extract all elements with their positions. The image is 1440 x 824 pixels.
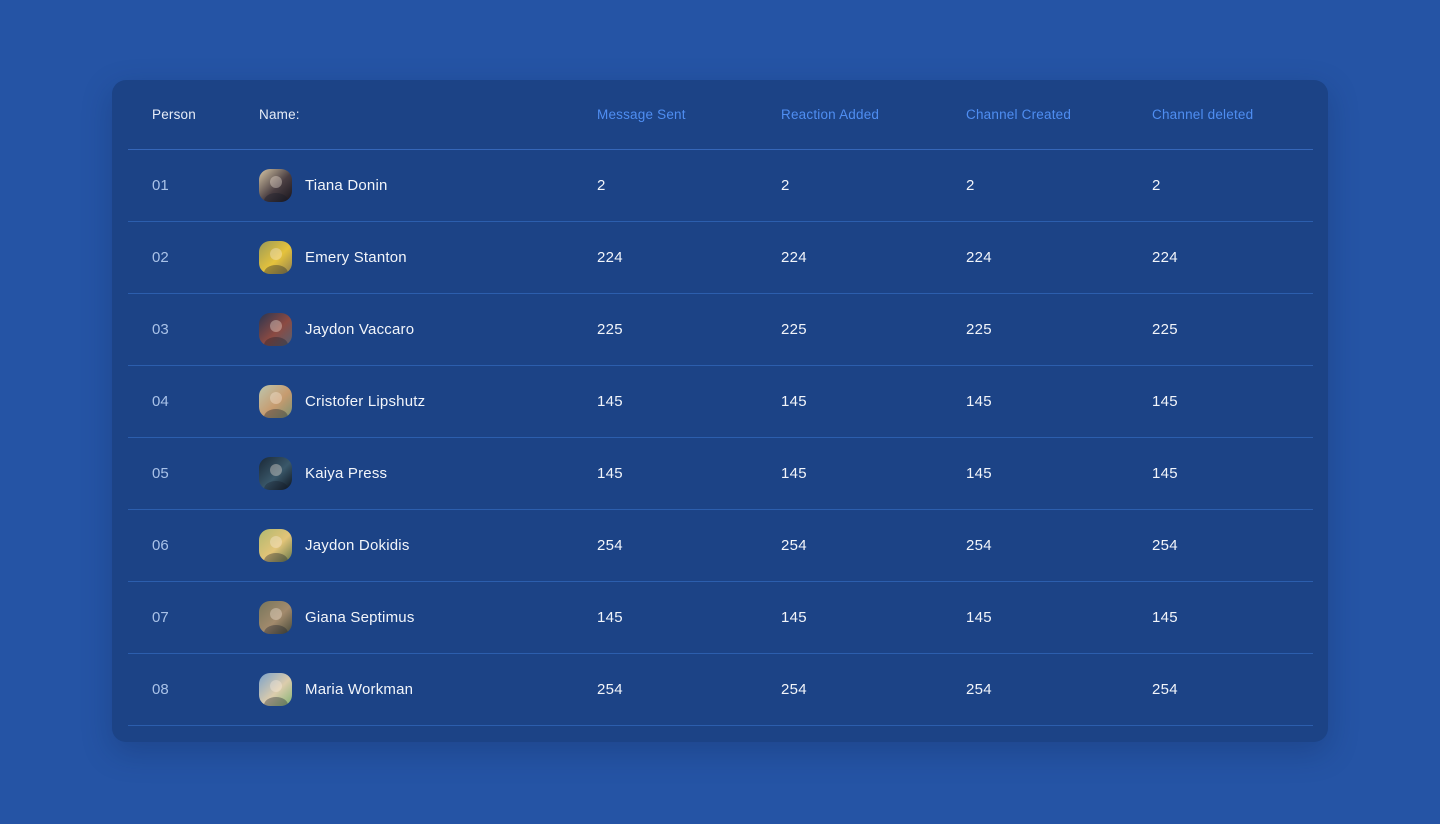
cell-channel_created: 225: [966, 321, 992, 338]
jaydon-vaccaro-photo: [259, 313, 292, 346]
maria-workman-photo: [259, 673, 292, 706]
cell-channel_deleted: 145: [1152, 393, 1178, 410]
cell-channel_deleted: 254: [1152, 681, 1178, 698]
cell-channel_deleted: 254: [1152, 537, 1178, 554]
cell-message_sent: 254: [597, 537, 623, 554]
cell-reaction_added: 225: [781, 321, 807, 338]
table-row[interactable]: 04 Cristofer Lipshutz 145 145 145 145: [128, 366, 1313, 438]
cell-message_sent: 145: [597, 393, 623, 410]
row-number: 01: [152, 177, 169, 194]
person-name: Cristofer Lipshutz: [305, 393, 426, 410]
row-number: 08: [152, 681, 169, 698]
name-cell: Jaydon Dokidis: [259, 529, 597, 562]
cell-channel_created: 145: [966, 609, 992, 626]
cell-channel_created: 145: [966, 465, 992, 482]
table-row[interactable]: 07 Giana Septimus 145 145 145 145: [128, 582, 1313, 654]
cell-channel_created: 2: [966, 177, 975, 194]
cell-message_sent: 2: [597, 177, 606, 194]
cell-channel_created: 254: [966, 681, 992, 698]
name-cell: Jaydon Vaccaro: [259, 313, 597, 346]
cell-reaction_added: 145: [781, 393, 807, 410]
cell-channel_deleted: 145: [1152, 465, 1178, 482]
name-cell: Emery Stanton: [259, 241, 597, 274]
emery-stanton-photo: [259, 241, 292, 274]
cell-reaction_added: 254: [781, 537, 807, 554]
table-row[interactable]: 03 Jaydon Vaccaro 225 225 225 225: [128, 294, 1313, 366]
table-header-row: Person Name: Message Sent Reaction Added…: [128, 80, 1313, 150]
person-name: Kaiya Press: [305, 465, 388, 482]
cell-message_sent: 145: [597, 609, 623, 626]
cell-reaction_added: 145: [781, 609, 807, 626]
table-body: 01 Tiana Donin 2 2 2 2 02 Emery Stanton …: [128, 150, 1313, 726]
row-number: 04: [152, 393, 169, 410]
people-metrics-table: Person Name: Message Sent Reaction Added…: [128, 80, 1313, 726]
cell-reaction_added: 224: [781, 249, 807, 266]
tiana-donin-photo: [259, 169, 292, 202]
row-number: 05: [152, 465, 169, 482]
person-name: Maria Workman: [305, 681, 414, 698]
table-row[interactable]: 05 Kaiya Press 145 145 145 145: [128, 438, 1313, 510]
jaydon-dokidis-photo: [259, 529, 292, 562]
cell-message_sent: 225: [597, 321, 623, 338]
name-cell: Giana Septimus: [259, 601, 597, 634]
kaiya-press-photo: [259, 457, 292, 490]
cell-channel_deleted: 145: [1152, 609, 1178, 626]
cell-message_sent: 145: [597, 465, 623, 482]
cell-channel_deleted: 224: [1152, 249, 1178, 266]
giana-septimus-photo: [259, 601, 292, 634]
cell-message_sent: 224: [597, 249, 623, 266]
person-name: Jaydon Dokidis: [305, 537, 410, 554]
cristofer-lipshutz-photo: [259, 385, 292, 418]
table-row[interactable]: 08 Maria Workman 254 254 254 254: [128, 654, 1313, 726]
person-name: Jaydon Vaccaro: [305, 321, 415, 338]
name-cell: Maria Workman: [259, 673, 597, 706]
column-header-message-sent[interactable]: Message Sent: [597, 107, 686, 122]
cell-channel_created: 254: [966, 537, 992, 554]
row-number: 06: [152, 537, 169, 554]
person-name: Giana Septimus: [305, 609, 415, 626]
cell-channel_deleted: 2: [1152, 177, 1161, 194]
row-number: 02: [152, 249, 169, 266]
cell-reaction_added: 2: [781, 177, 790, 194]
person-name: Emery Stanton: [305, 249, 407, 266]
row-number: 07: [152, 609, 169, 626]
cell-message_sent: 254: [597, 681, 623, 698]
cell-channel_created: 224: [966, 249, 992, 266]
person-name: Tiana Donin: [305, 177, 388, 194]
column-header-channel-deleted[interactable]: Channel deleted: [1152, 107, 1254, 122]
cell-reaction_added: 254: [781, 681, 807, 698]
column-header-name: Name:: [259, 107, 300, 122]
name-cell: Tiana Donin: [259, 169, 597, 202]
row-number: 03: [152, 321, 169, 338]
column-header-channel-created[interactable]: Channel Created: [966, 107, 1072, 122]
table-row[interactable]: 02 Emery Stanton 224 224 224 224: [128, 222, 1313, 294]
column-header-person: Person: [152, 107, 196, 122]
column-header-reaction-added[interactable]: Reaction Added: [781, 107, 880, 122]
table-row[interactable]: 06 Jaydon Dokidis 254 254 254 254: [128, 510, 1313, 582]
people-metrics-card: Person Name: Message Sent Reaction Added…: [112, 80, 1328, 742]
name-cell: Cristofer Lipshutz: [259, 385, 597, 418]
name-cell: Kaiya Press: [259, 457, 597, 490]
cell-reaction_added: 145: [781, 465, 807, 482]
table-row[interactable]: 01 Tiana Donin 2 2 2 2: [128, 150, 1313, 222]
cell-channel_deleted: 225: [1152, 321, 1178, 338]
cell-channel_created: 145: [966, 393, 992, 410]
